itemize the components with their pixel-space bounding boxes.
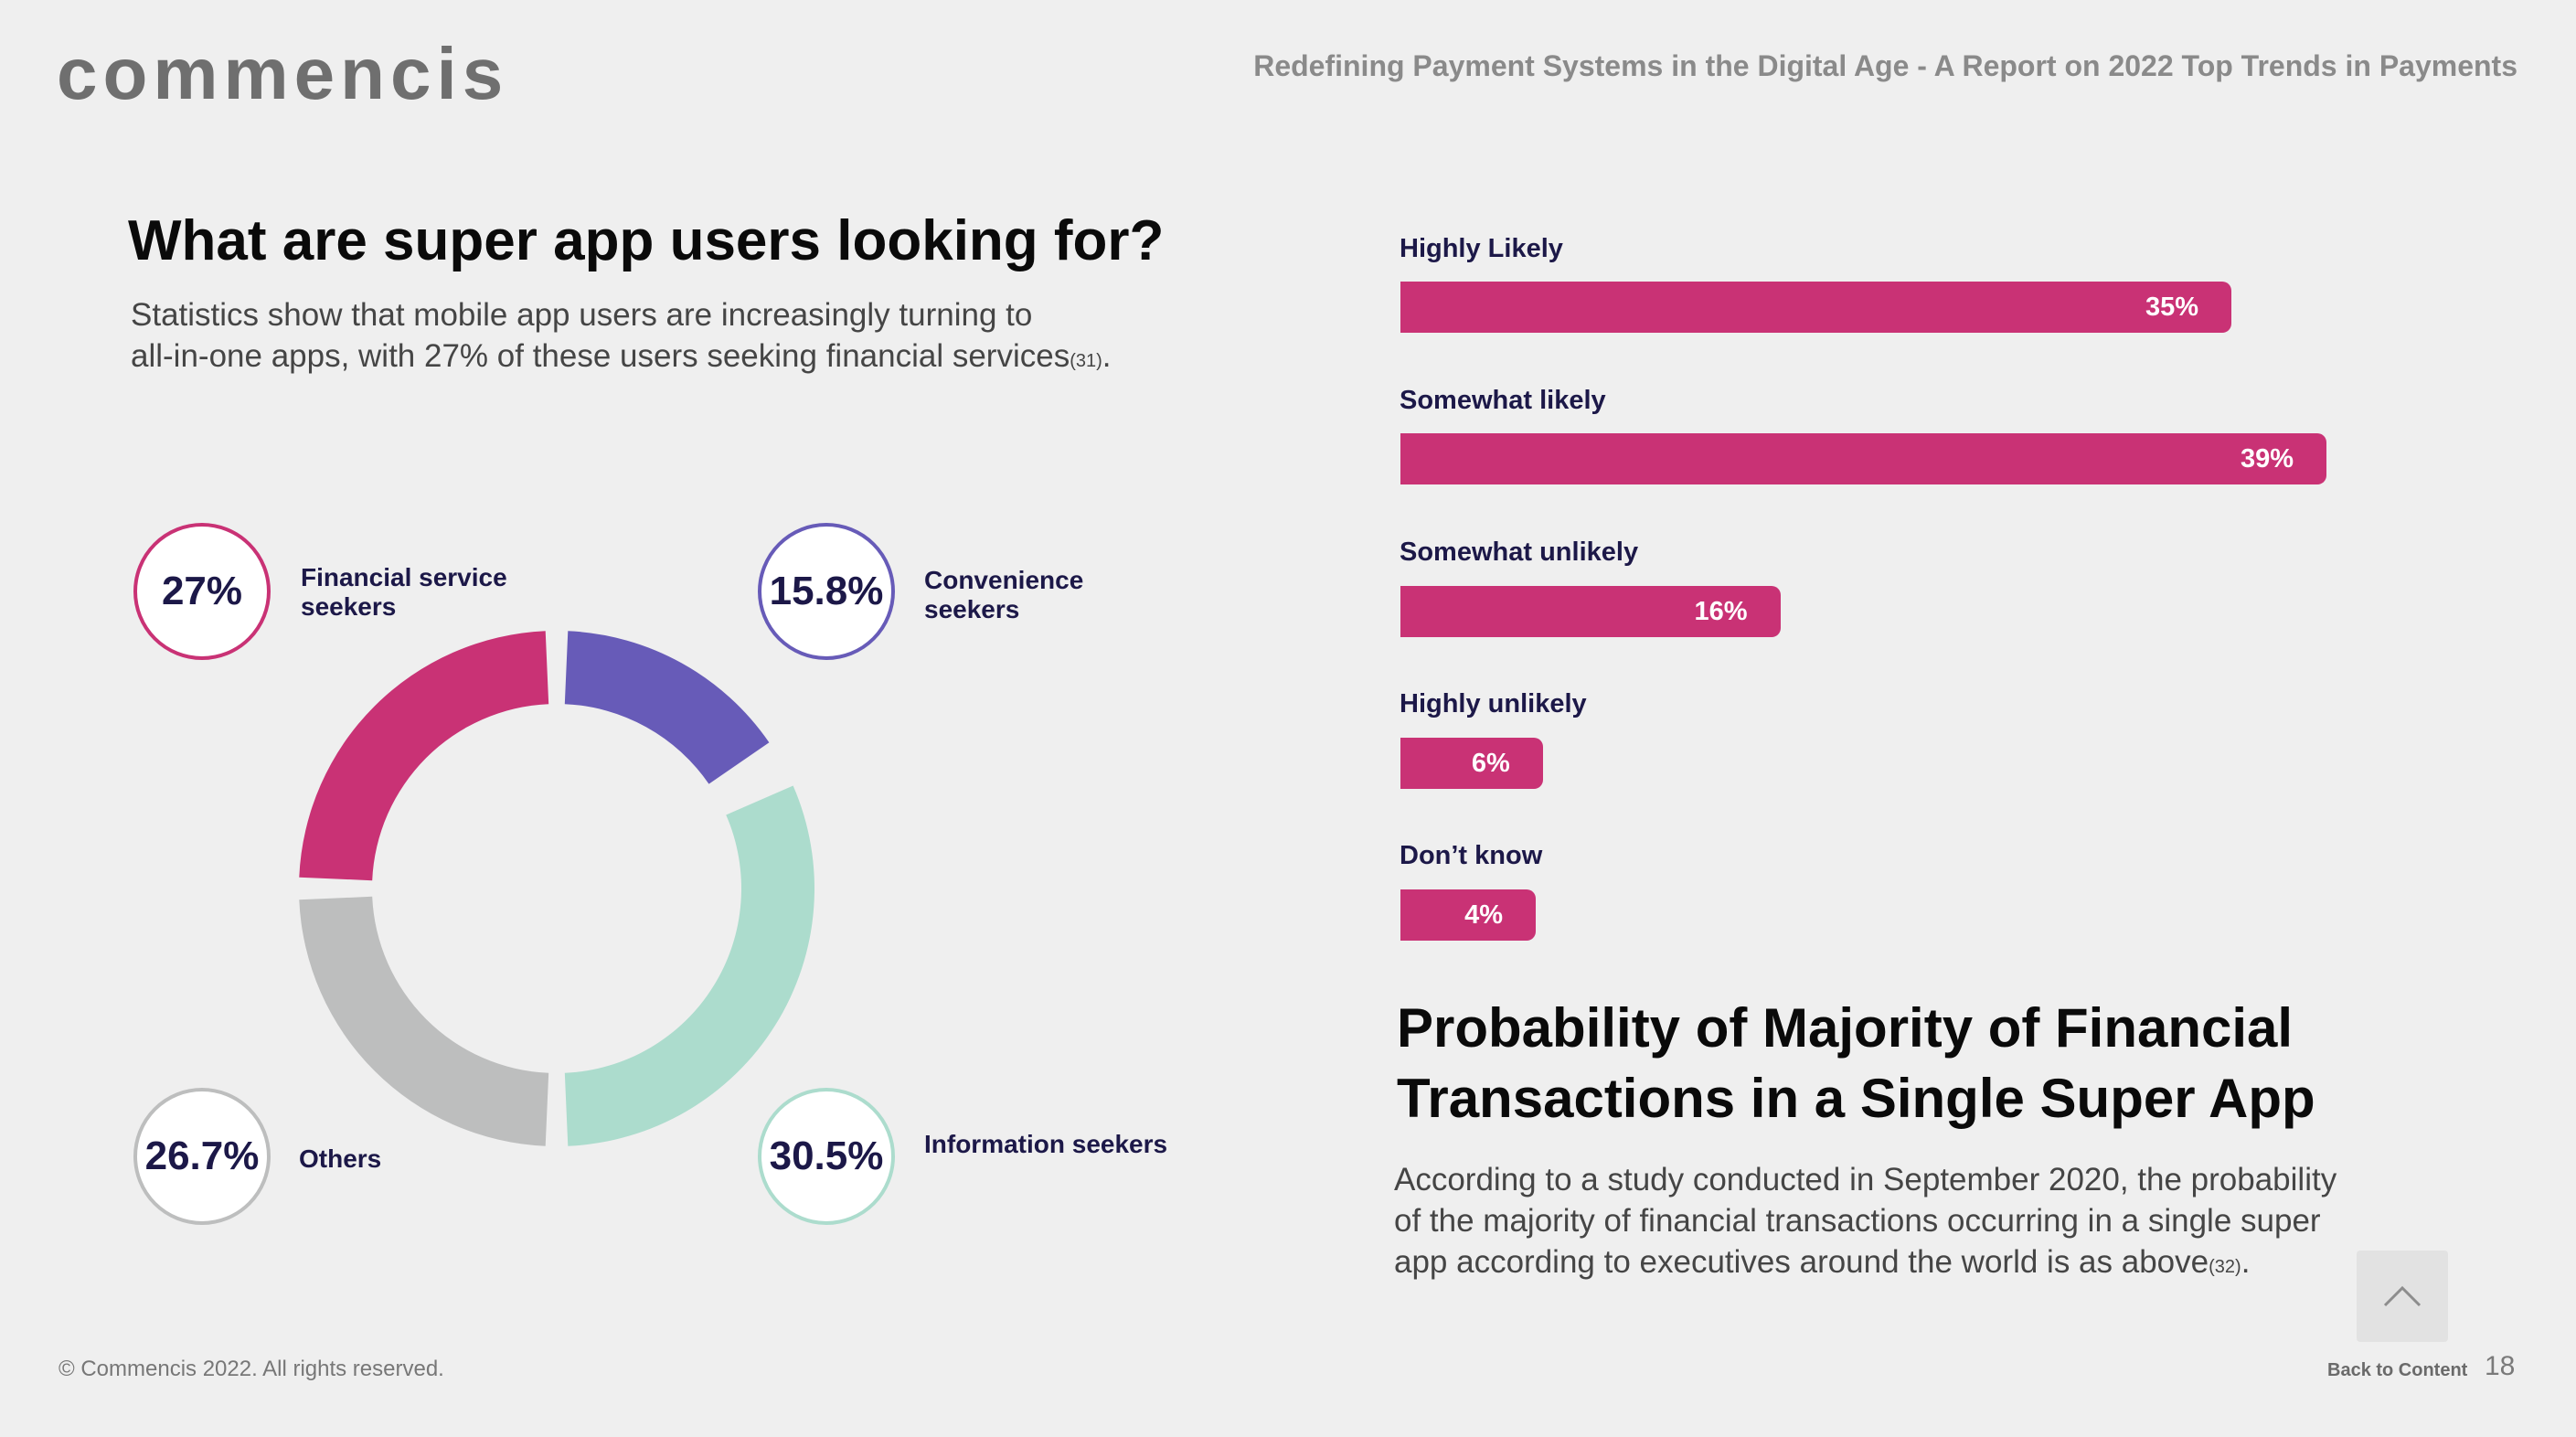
bar-somewhat-likely: 39% xyxy=(1400,433,2326,484)
donut-chart xyxy=(299,631,814,1146)
bar-label-somewhat-likely: Somewhat likely xyxy=(1400,386,1606,415)
intro-text: Statistics show that mobile app users ar… xyxy=(131,294,1173,382)
probability-heading: Probability of Majority of Financial Tra… xyxy=(1397,993,2494,1134)
financial-label: Financial service seekers xyxy=(301,563,507,621)
information-percent-badge: 30.5% xyxy=(758,1088,895,1225)
probability-text: According to a study conducted in Septem… xyxy=(1394,1159,2363,1288)
probability-body: According to a study conducted in Septem… xyxy=(1394,1162,2337,1280)
bar-label-somewhat-unlikely: Somewhat unlikely xyxy=(1400,538,1639,567)
others-segment xyxy=(299,896,549,1146)
bar-label-highly-unlikely: Highly unlikely xyxy=(1400,689,1587,718)
information-label: Information seekers xyxy=(924,1130,1168,1158)
page-number: 18 xyxy=(2485,1351,2516,1381)
convenience-segment xyxy=(564,631,770,784)
bar-highly-likely: 35% xyxy=(1400,282,2232,333)
convenience-percent-badge: 15.8% xyxy=(758,523,895,660)
financial-segment xyxy=(299,631,549,881)
section-heading: What are super app users looking for? xyxy=(128,209,1165,272)
probability-end: . xyxy=(2241,1244,2251,1280)
others-percent-badge: 26.7% xyxy=(133,1088,271,1225)
bar-value-somewhat-unlikely: 16% xyxy=(1694,596,1748,626)
report-title: Redefining Payment Systems in the Digita… xyxy=(1253,49,2517,82)
probability-heading-line-1: Probability of Majority of Financial xyxy=(1397,997,2294,1059)
bar-value-somewhat-likely: 39% xyxy=(2240,443,2294,474)
probability-reference: (32) xyxy=(2209,1257,2241,1277)
intro-end: . xyxy=(1102,338,1112,374)
convenience-label: Convenience seekers xyxy=(924,566,1084,623)
intro-reference: (31) xyxy=(1070,351,1102,371)
intro-line-1: Statistics show that mobile app users ar… xyxy=(131,297,1033,333)
back-to-top-button[interactable] xyxy=(2357,1251,2448,1342)
copyright: © Commencis 2022. All rights reserved. xyxy=(59,1357,444,1381)
bar-label-dont-know: Don’t know xyxy=(1400,841,1543,870)
others-label: Others xyxy=(299,1144,382,1173)
commencis-logo: commencis xyxy=(57,33,509,114)
bar-somewhat-unlikely: 16% xyxy=(1400,586,1781,637)
probability-heading-line-2: Transactions in a Single Super App xyxy=(1397,1068,2315,1129)
financial-percent-badge: 27% xyxy=(133,523,271,660)
information-segment xyxy=(564,785,814,1146)
intro-line-2: all-in-one apps, with 27% of these users… xyxy=(131,338,1070,374)
bar-value-highly-unlikely: 6% xyxy=(1471,748,1510,778)
chevron-up-icon xyxy=(2383,1285,2422,1307)
bar-highly-unlikely: 6% xyxy=(1400,738,1543,789)
bar-value-highly-likely: 35% xyxy=(2145,292,2199,322)
bar-label-highly-likely: Highly Likely xyxy=(1400,234,1563,263)
bar-value-dont-know: 4% xyxy=(1464,899,1503,930)
bar-dont-know: 4% xyxy=(1400,889,1536,941)
back-to-content-link[interactable]: Back to Content xyxy=(2327,1360,2468,1380)
